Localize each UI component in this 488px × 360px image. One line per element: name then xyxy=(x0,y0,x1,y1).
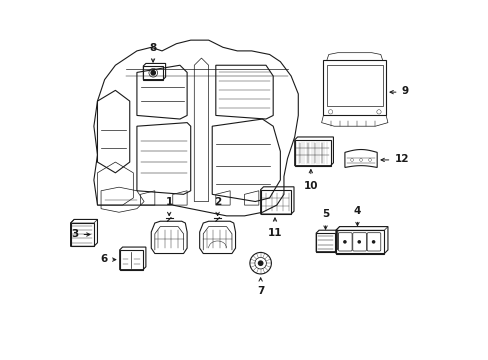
Text: 12: 12 xyxy=(394,154,408,164)
Text: 4: 4 xyxy=(353,206,361,216)
Bar xyxy=(326,65,382,107)
Text: 2: 2 xyxy=(214,197,221,207)
Text: 1: 1 xyxy=(165,197,172,207)
Text: 7: 7 xyxy=(256,286,264,296)
Circle shape xyxy=(257,260,263,266)
Circle shape xyxy=(343,240,346,244)
Text: 5: 5 xyxy=(321,210,328,220)
Text: 9: 9 xyxy=(401,86,408,96)
Circle shape xyxy=(357,240,360,244)
Text: 3: 3 xyxy=(71,229,79,239)
Text: 10: 10 xyxy=(303,181,317,191)
Circle shape xyxy=(151,71,155,75)
Text: 8: 8 xyxy=(149,43,156,53)
Text: 11: 11 xyxy=(267,228,282,238)
Text: 6: 6 xyxy=(100,254,107,264)
Circle shape xyxy=(371,240,375,244)
